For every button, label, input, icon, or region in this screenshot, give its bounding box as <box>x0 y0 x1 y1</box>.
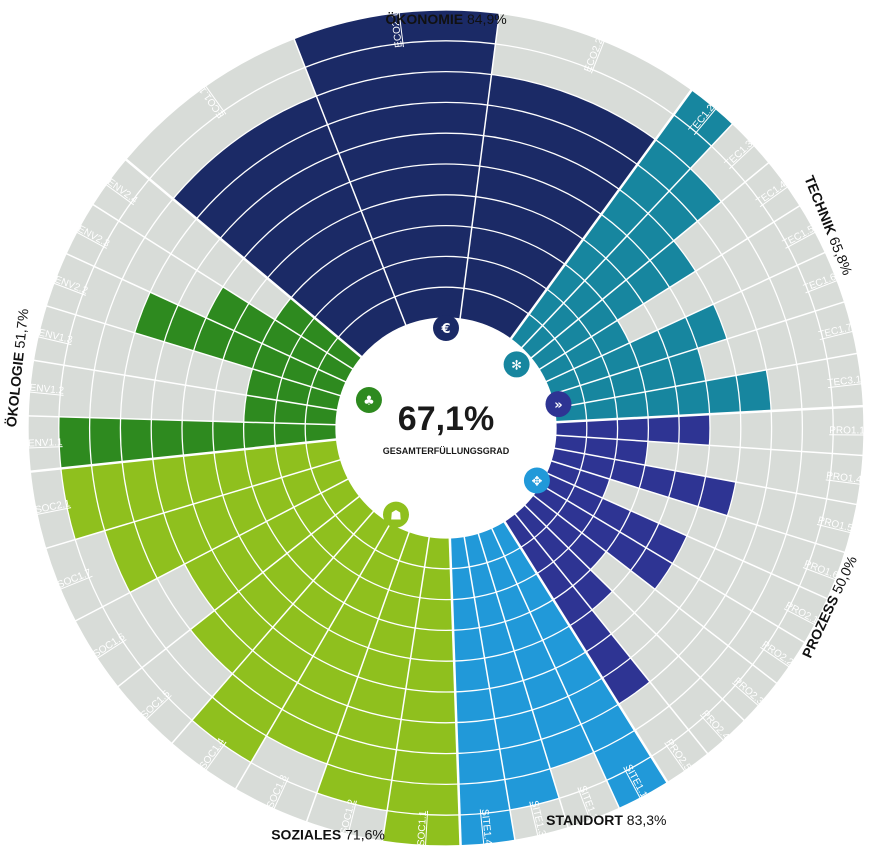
criterion-bar-env1-3 <box>246 368 341 411</box>
svg-text:✻: ✻ <box>511 358 522 373</box>
ring-gridline <box>181 163 711 693</box>
criterion-bar-tec1-2 <box>510 89 733 348</box>
ring-gridline <box>88 70 804 786</box>
criterion-bar-env2-4 <box>274 297 362 370</box>
svg-text:☗: ☗ <box>390 509 402 524</box>
center-disc <box>338 320 554 536</box>
tree-icon: ♣ <box>355 386 382 413</box>
criterion-bar-pro1-5 <box>551 448 736 516</box>
category-divider <box>124 158 369 364</box>
criterion-label-env1-1: ENV1.1 <box>28 437 63 449</box>
ring-gridline <box>304 286 588 570</box>
criterion-bar-env1-1 <box>58 416 337 469</box>
criterion-bar-pro2-4 <box>514 505 613 610</box>
euro-icon: € <box>433 315 459 341</box>
svg-text:♣: ♣ <box>363 394 375 409</box>
category-title-soc: SOZIALES 71,6% <box>271 826 385 842</box>
svg-text:€: € <box>440 322 450 337</box>
criterion-bar-env2-2 <box>134 292 347 396</box>
grid-layer <box>27 9 865 847</box>
criterion-label-env1-2: ENV1.2 <box>29 383 65 397</box>
ring-gridline <box>242 224 650 632</box>
criterion-bar-eco2-1 <box>293 10 500 326</box>
category-icon-layer: € ✻ » ✥ ☗ ♣ <box>355 315 572 528</box>
criterion-bar-eco2-2 <box>460 74 656 340</box>
criterion-bar-soc1-5 <box>190 496 374 674</box>
criterion-bar-site1-4 <box>449 536 515 846</box>
criterion-bar-eco1-1 <box>172 96 406 358</box>
criterion-bar-pro2-2 <box>533 484 673 590</box>
people-icon: ☗ <box>383 501 409 528</box>
category-title-site: STANDORT 83,3% <box>546 812 666 828</box>
svg-text:»: » <box>554 398 562 413</box>
criterion-bar-tec3-1 <box>554 369 772 423</box>
gears-icon: ✻ <box>503 351 530 378</box>
criterion-bar-pro1-6 <box>546 460 610 499</box>
criterion-label-tec3-1: TEC3.1 <box>827 374 862 389</box>
svg-text:✥: ✥ <box>531 475 542 490</box>
criterion-bar-tec1-6 <box>545 304 728 395</box>
criterion-bar-env2-3 <box>206 286 354 383</box>
criterion-bar-pro1-4 <box>554 435 648 466</box>
criterion-bar-soc2-1 <box>60 439 341 540</box>
criterion-bar-soc1-4 <box>191 511 391 763</box>
total-fulfillment-value: 67,1% <box>398 400 494 438</box>
criterion-bar-pro2-5 <box>504 513 650 705</box>
location-icon: ✥ <box>523 467 550 494</box>
process-icon: » <box>545 391 572 418</box>
category-title-env: ÖKOLOGIE 51,7% <box>3 308 31 428</box>
criterion-label-pro1-1: PRO1.1 <box>829 425 865 436</box>
wedge-layer <box>27 10 864 847</box>
ring-gridline <box>27 9 865 847</box>
ring-gridline <box>150 132 742 724</box>
criterion-label-site1-4: SITE1.4 <box>479 809 494 846</box>
criterion-bar-tec1-5 <box>539 320 630 382</box>
ring-gridline <box>58 40 834 816</box>
total-fulfillment-label: GESAMTERFÜLLUNGSGRAD <box>383 446 510 456</box>
ring-gridline <box>212 194 680 662</box>
criterion-bar-env1-2 <box>243 395 338 425</box>
ring-gridline <box>273 255 619 601</box>
category-title-eco: ÖKONOMIE 84,9% <box>385 11 506 27</box>
ring-gridline <box>119 101 773 755</box>
criterion-bar-pro2-3 <box>524 495 607 570</box>
criterion-label-eco2-1: ECO2.1 <box>390 11 405 48</box>
criterion-label-pro1-4: PRO1.4 <box>826 470 863 485</box>
criterion-label-soc1-1: SOC1.1 <box>416 810 429 847</box>
criterion-bar-soc1-2 <box>316 531 430 811</box>
criterion-bar-tec1-4 <box>530 240 696 370</box>
criterion-bar-tec1-7 <box>550 348 706 409</box>
